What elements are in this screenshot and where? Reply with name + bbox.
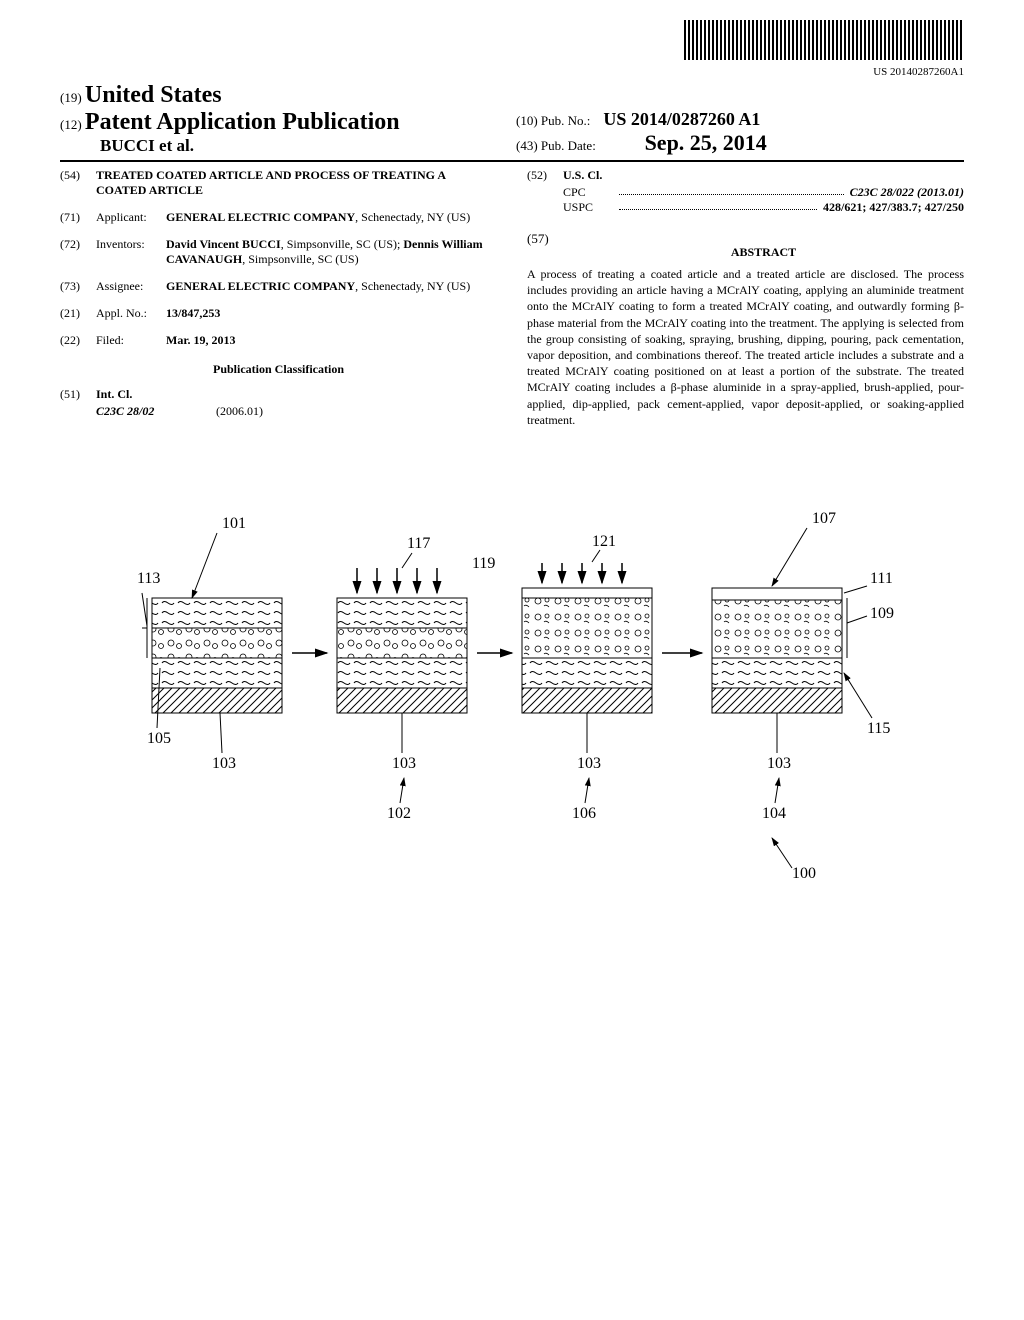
label-105: 105 xyxy=(147,730,171,747)
label-107: 107 xyxy=(812,510,836,527)
invention-title: TREATED COATED ARTICLE AND PROCESS OF TR… xyxy=(96,168,497,198)
intcl-label: Int. Cl. xyxy=(96,387,132,401)
assignee-num: (73) xyxy=(60,279,96,294)
label-117: 117 xyxy=(407,535,430,552)
label-100: 100 xyxy=(792,865,816,882)
appl-value: 13/847,253 xyxy=(166,306,220,320)
abstract-title: ABSTRACT xyxy=(563,245,964,260)
country-prefix: (19) xyxy=(60,90,82,105)
label-115: 115 xyxy=(867,720,890,737)
title-num: (54) xyxy=(60,168,96,198)
applicant-num: (71) xyxy=(60,210,96,225)
dots-divider xyxy=(619,200,817,210)
label-103d: 103 xyxy=(767,755,791,772)
uspc-value: 428/621; 427/383.7; 427/250 xyxy=(823,200,964,215)
assignee-name: GENERAL ELECTRIC COMPANY xyxy=(166,279,355,293)
barcode-number: US 20140287260A1 xyxy=(60,66,964,78)
header: (19) United States (12) Patent Applicati… xyxy=(60,82,964,162)
pub-no-prefix: (10) xyxy=(516,113,538,128)
applicant-loc: Schenectady, NY (US) xyxy=(361,210,470,224)
abstract-text: A process of treating a coated article a… xyxy=(527,266,964,428)
label-103a: 103 xyxy=(212,755,236,772)
classification-title: Publication Classification xyxy=(60,362,497,377)
abstract-num: (57) xyxy=(527,231,563,266)
pub-date: Sep. 25, 2014 xyxy=(645,130,767,155)
label-119: 119 xyxy=(472,555,495,572)
inventor1-loc: Simpsonville, SC (US); xyxy=(287,237,401,251)
pub-date-label: Pub. Date: xyxy=(541,138,596,153)
label-102: 102 xyxy=(387,805,411,822)
inventors-num: (72) xyxy=(60,237,96,267)
label-121: 121 xyxy=(592,533,616,550)
label-103c: 103 xyxy=(577,755,601,772)
pub-no: US 2014/0287260 A1 xyxy=(603,109,760,129)
appl-num: (21) xyxy=(60,306,96,321)
pub-prefix: (12) xyxy=(60,117,82,132)
uscl-label: U.S. Cl. xyxy=(563,168,602,182)
uspc-label: USPC xyxy=(563,200,613,215)
label-113: 113 xyxy=(137,570,160,587)
filed-value: Mar. 19, 2013 xyxy=(166,333,236,347)
intcl-code: C23C 28/02 xyxy=(96,404,216,419)
cpc-value: C23C 28/022 (2013.01) xyxy=(850,185,964,200)
label-101: 101 xyxy=(222,515,246,532)
label-106: 106 xyxy=(572,805,596,822)
inventors-label: Inventors: xyxy=(96,237,166,267)
label-109: 109 xyxy=(870,605,894,622)
authors: BUCCI et al. xyxy=(60,136,508,156)
label-111: 111 xyxy=(870,570,893,587)
dots-divider xyxy=(619,185,844,195)
appl-label: Appl. No.: xyxy=(96,306,166,321)
assignee-loc: Schenectady, NY (US) xyxy=(361,279,470,293)
applicant-label: Applicant: xyxy=(96,210,166,225)
inventor1-name: David Vincent BUCCI xyxy=(166,237,281,251)
assignee-label: Assignee: xyxy=(96,279,166,294)
intcl-num: (51) xyxy=(60,387,96,402)
filed-label: Filed: xyxy=(96,333,166,348)
country-name: United States xyxy=(85,82,222,108)
inventor2-loc: Simpsonville, SC (US) xyxy=(248,252,358,266)
process-diagram: 113 105 103 101 117 103 102 119 xyxy=(60,468,964,948)
label-103b: 103 xyxy=(392,755,416,772)
pub-no-label: Pub. No.: xyxy=(541,113,590,128)
applicant-name: GENERAL ELECTRIC COMPANY xyxy=(166,210,355,224)
barcode xyxy=(684,20,964,60)
cpc-label: CPC xyxy=(563,185,613,200)
uscl-num: (52) xyxy=(527,168,563,183)
filed-num: (22) xyxy=(60,333,96,348)
label-104: 104 xyxy=(762,805,786,822)
pub-title: Patent Application Publication xyxy=(85,109,400,135)
pub-date-prefix: (43) xyxy=(516,138,538,153)
intcl-year: (2006.01) xyxy=(216,404,263,419)
